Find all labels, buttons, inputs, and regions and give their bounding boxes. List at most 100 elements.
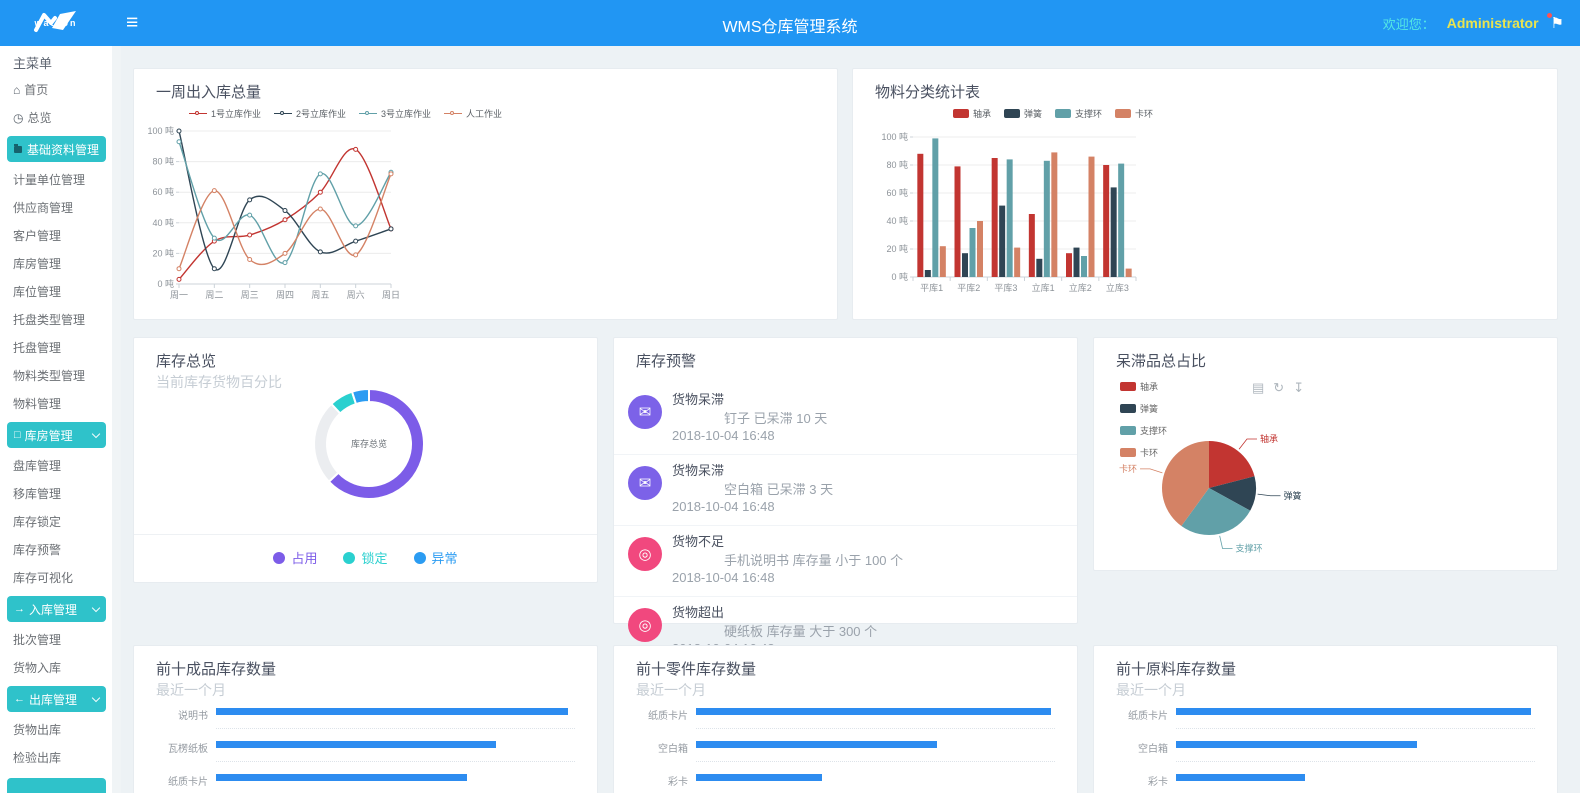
pie-legend-卡环[interactable]: 卡环 (1120, 446, 1167, 459)
alert-item[interactable]: ✉ 货物呆滞 钉子 已呆滞 10 天 2018-10-04 16:48 (614, 384, 1077, 455)
sidebar-item-label: 基础资料管理 (26, 142, 99, 157)
legend-swatch (1120, 448, 1136, 457)
sidebar-item-label: 总览 (27, 111, 52, 125)
sidebar-item-货物入库[interactable]: 货物入库 (0, 654, 112, 682)
sidebar-item-label: 批次管理 (13, 633, 62, 647)
hbar-track (216, 708, 575, 715)
card-title: 库存预警 (636, 353, 697, 370)
material-legend-弹簧[interactable]: 弹簧 (1004, 107, 1042, 120)
notification-flag-icon[interactable]: ⚑ (1550, 15, 1564, 32)
bar-弹簧 (962, 253, 968, 277)
material-legend-卡环[interactable]: 卡环 (1115, 107, 1153, 120)
sidebar-item-库房管理[interactable]: 库房管理 (0, 250, 112, 278)
x-tick-label: 平库2 (957, 282, 980, 293)
card-inventory-overview: 库存总览 当前库存货物百分比 库存总览 占用 锁定 异常 (133, 337, 598, 583)
weekly-legend-人工作业[interactable]: 人工作业 (444, 107, 502, 120)
donut-legend-占用[interactable]: 占用 (273, 548, 317, 567)
pie-toolbar: ▤ ↻ ↧ (1252, 380, 1304, 396)
sidebar-item-label: 库存锁定 (13, 515, 62, 529)
donut-segment-占用 (327, 387, 425, 500)
sidebar-item-批次管理[interactable]: 批次管理 (0, 626, 112, 654)
divider (134, 534, 597, 535)
sidebar-section-title: 主菜单 (13, 56, 53, 71)
sidebar-item-托盘管理[interactable]: 托盘管理 (0, 334, 112, 362)
sidebar-item-客户管理[interactable]: 客户管理 (0, 222, 112, 250)
sidebar-item-库存预警[interactable]: 库存预警 (0, 536, 112, 564)
card-title: 前十零件库存数量 (636, 661, 757, 678)
sidebar-item-库存锁定[interactable]: 库存锁定 (0, 508, 112, 536)
pie-label-line (1219, 535, 1233, 549)
sidebar-group-入库管理[interactable]: → 入库管理 (7, 596, 106, 622)
material-legend-轴承[interactable]: 轴承 (953, 107, 991, 120)
line-series-1号立库作业 (178, 148, 392, 280)
welcome-label: 欢迎您： (1382, 16, 1435, 32)
donut-legend-异常[interactable]: 异常 (413, 548, 458, 567)
sidebar-item-托盘类型管理[interactable]: 托盘类型管理 (0, 306, 112, 334)
pie-legend-支撑环[interactable]: 支撑环 (1120, 424, 1167, 437)
watson-logo[interactable]: watson (0, 0, 112, 46)
alert-title: 货物呆滞 (672, 463, 725, 478)
sidebar-item-label: 盘库管理 (13, 459, 62, 473)
weekly-line-chart: 0 吨 20 吨 40 吨 60 吨 80 吨 100 吨周一 周二 周三 周四 周五 周六 周日 (147, 125, 400, 300)
hbar-row: 空白箱 (626, 737, 1067, 770)
sidebar-group-出库管理[interactable]: ← 出库管理 (7, 686, 106, 712)
data-view-icon[interactable]: ▤ (1252, 380, 1265, 395)
sidebar-item-检验出库[interactable]: 检验出库 (0, 744, 112, 772)
alert-description: 手机说明书 库存量 小于 100 个 (724, 553, 904, 568)
refresh-icon[interactable]: ↻ (1273, 380, 1285, 395)
hbar-gridline (1176, 728, 1535, 729)
sidebar-item-label: 库存可视化 (13, 571, 74, 585)
download-icon[interactable]: ↧ (1293, 380, 1305, 395)
x-tick-label: 周五 (311, 290, 329, 300)
sidebar-item-库位管理[interactable]: 库位管理 (0, 278, 112, 306)
data-point (353, 238, 359, 244)
pie-legend-轴承[interactable]: 轴承 (1120, 380, 1167, 393)
alert-item[interactable]: ◎ 货物不足 手机说明书 库存量 小于 100 个 2018-10-04 16:48 (614, 526, 1077, 597)
donut-center-label: 库存总览 (351, 438, 387, 449)
sidebar-group-partial[interactable] (7, 778, 106, 793)
weekly-legend-2号立库作业[interactable]: 2号立库作业 (274, 107, 346, 120)
sidebar-item-总览[interactable]: ◷ 总览 (0, 104, 112, 132)
weekly-legend-3号立库作业[interactable]: 3号立库作业 (359, 107, 431, 120)
weekly-legend-1号立库作业[interactable]: 1号立库作业 (189, 107, 261, 120)
bar-支撑环 (1043, 160, 1050, 277)
legend-label: 支撑环 (1140, 426, 1168, 436)
hamburger-menu-icon[interactable]: ≡ (126, 11, 139, 34)
hbar-track (696, 741, 1055, 748)
hbar-track (1176, 708, 1535, 715)
sidebar-item-库存可视化[interactable]: 库存可视化 (0, 564, 112, 592)
hbar-category-label: 彩卡 (668, 777, 688, 788)
pie-legend-弹簧[interactable]: 弹簧 (1120, 402, 1167, 415)
username[interactable]: Administrator (1446, 15, 1539, 31)
y-tick-label: 80 吨 (152, 156, 174, 167)
sidebar-item-物料类型管理[interactable]: 物料类型管理 (0, 362, 112, 390)
sidebar-item-计量单位管理[interactable]: 计量单位管理 (0, 166, 112, 194)
sidebar-item-货物出库[interactable]: 货物出库 (0, 716, 112, 744)
hbar-gridline (1176, 761, 1535, 762)
sidebar-group-库房管理[interactable]: □ 库房管理 (7, 422, 106, 448)
card-subtitle: 当前库存货物百分比 (156, 374, 282, 390)
bar-卡环 (939, 246, 946, 277)
bar-支撑环 (1081, 256, 1087, 277)
sidebar-item-物料管理[interactable]: 物料管理 (0, 390, 112, 418)
sidebar-item-盘库管理[interactable]: 盘库管理 (0, 452, 112, 480)
pie-slice-弹簧 (1209, 476, 1256, 511)
sidebar-item-供应商管理[interactable]: 供应商管理 (0, 194, 112, 222)
card-top-finished: 前十成品库存数量 最近一个月 说明书瓦楞纸板纸质卡片空白箱 (133, 645, 598, 793)
hbar-parts: 纸质卡片空白箱彩卡说明书 (626, 704, 1067, 793)
sidebar-item-label: 首页 (24, 83, 49, 97)
material-legend-支撑环[interactable]: 支撑环 (1055, 107, 1102, 120)
sidebar-scrollbar[interactable] (112, 46, 121, 793)
data-point (282, 208, 288, 214)
sidebar-active-item-基础资料管理[interactable]: 基础资料管理 (7, 136, 106, 162)
hbar-category-label: 瓦楞纸板 (168, 744, 208, 755)
hbar-bar (1176, 708, 1532, 715)
alert-description: 硬纸板 库存量 大于 300 个 (724, 624, 878, 639)
bar-卡环 (1088, 156, 1095, 277)
sidebar-item-首页[interactable]: ⌂ 首页 (0, 76, 112, 104)
donut-legend-锁定[interactable]: 锁定 (343, 548, 388, 567)
sidebar-item-移库管理[interactable]: 移库管理 (0, 480, 112, 508)
alert-item[interactable]: ✉ 货物呆滞 空白箱 已呆滞 3 天 2018-10-04 16:48 (614, 455, 1077, 526)
hbar-raw: 纸质卡片空白箱彩卡说明书 (1106, 704, 1547, 793)
